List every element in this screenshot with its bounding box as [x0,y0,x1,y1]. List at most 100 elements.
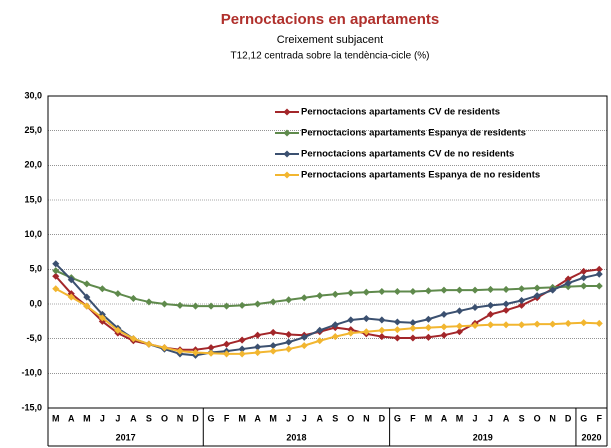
data-point [238,350,246,358]
data-point [409,287,417,296]
data-point [160,344,168,352]
legend-label: Pernoctacions apartaments Espanya de no … [301,170,540,181]
x-tick-label: S [519,413,525,423]
x-tick-label: S [332,413,338,423]
x-tick-label: J [488,413,493,423]
data-point [502,306,510,314]
data-point [67,276,75,284]
x-tick-label: J [473,413,478,423]
x-group-label: 2020 [581,432,601,442]
x-tick-label: J [302,413,307,423]
y-tick-label: 10,0 [24,229,42,239]
data-point [487,310,495,318]
data-point [409,334,417,342]
data-point [455,328,464,336]
data-point [564,275,572,283]
data-point [595,319,603,327]
data-point [378,316,386,324]
data-point [580,282,588,290]
data-point [424,287,432,295]
x-group-label: 2018 [286,432,306,442]
data-point [254,300,262,308]
data-point [533,320,541,328]
y-tick-label: 30,0 [24,90,42,100]
legend-label: Pernoctacions apartaments Espanya de res… [301,128,526,139]
data-point [52,260,60,268]
data-point [502,300,510,308]
x-tick-label: G [580,413,587,423]
data-point [331,333,339,341]
data-point [191,348,200,357]
legend-label: Pernoctacions apartaments CV de resident… [301,107,500,118]
data-point [52,285,60,293]
chart-subtitle: T12,12 centrada sobre la tendència-cicle… [231,51,430,62]
data-point [580,267,588,275]
data-point [129,335,137,343]
data-point [595,265,603,273]
y-tick-label: 20,0 [24,160,42,170]
data-point [502,321,510,329]
data-point [424,324,432,332]
data-point [440,331,448,339]
data-point [393,287,401,296]
data-point [378,326,386,334]
data-point [580,274,588,282]
data-point [409,324,417,332]
data-point [393,326,401,334]
y-tick-label: 0,0 [29,298,42,308]
x-tick-label: O [161,413,168,423]
data-point [564,319,572,327]
data-point [595,270,603,278]
data-point [455,307,464,315]
data-point [114,326,122,334]
x-tick-label: O [534,413,541,423]
data-point [424,315,432,323]
data-point [409,319,417,327]
data-point [238,345,246,353]
plot-frame [47,95,608,409]
data-point [518,321,526,329]
y-tick-label: 15,0 [24,194,42,204]
y-tick-label: -5,0 [26,333,42,343]
data-point [254,343,262,351]
data-point [378,333,386,341]
chart-title: Pernoctacions en apartaments [221,11,439,28]
data-point [285,296,293,304]
chart-subtitle: Creixement subjacent [277,34,383,46]
data-point [487,321,495,329]
data-point [83,293,91,301]
data-point [223,350,231,358]
x-tick-label: N [549,413,556,423]
data-point [362,315,370,323]
x-tick-label: D [379,413,386,423]
data-point [533,292,541,300]
data-point [300,342,308,350]
data-point [347,329,355,337]
data-point [455,322,464,330]
x-tick-label: A [503,413,510,423]
data-point [269,342,277,350]
x-tick-label: F [596,413,602,423]
data-point [564,279,572,287]
data-point [285,345,293,353]
data-point [518,296,526,305]
data-point [98,314,106,322]
data-point [331,290,339,298]
data-point [471,303,479,312]
x-group-label: 2019 [473,432,493,442]
data-point [518,301,526,309]
y-tick-label: -15,0 [21,402,42,412]
data-point [595,282,603,290]
x-tick-label: D [565,413,572,423]
x-tick-label: J [286,413,291,423]
data-point [207,344,215,352]
data-point [285,330,293,339]
x-tick-label: J [100,413,105,423]
x-tick-label: G [394,413,401,423]
data-point [176,347,184,355]
data-point [269,328,277,336]
data-point [67,293,75,301]
data-point [440,323,448,331]
data-point [316,337,324,345]
